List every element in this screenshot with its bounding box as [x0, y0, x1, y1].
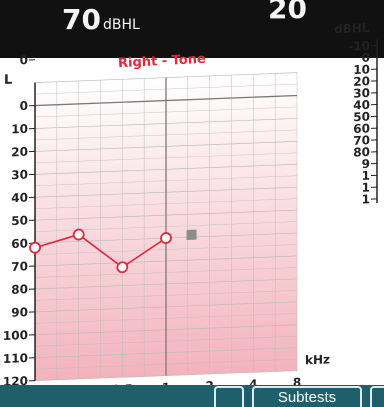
right-y-tick-label: 1 [362, 192, 370, 206]
threshold-point [72, 228, 85, 241]
threshold-point [29, 241, 41, 254]
right-y-tick-label: 9 [362, 157, 370, 171]
y-tick-label: 50 [11, 213, 28, 228]
y-tick-label: 70 [11, 259, 28, 274]
level-unit: dBHL [102, 17, 140, 33]
right-y-tick-label: 1 [362, 180, 370, 194]
y-axis-label-partial: L [4, 73, 12, 88]
threshold-line [34, 233, 167, 269]
y-tick-label: 20 [11, 145, 28, 160]
right-y-tick-label: 30 [353, 86, 370, 101]
threshold-point [160, 232, 172, 244]
y-tick-label: 30 [11, 168, 28, 183]
threshold-series [29, 228, 197, 274]
right-y-tick-label: 0 [362, 51, 370, 65]
right-y-tick-label: 70 [353, 133, 370, 148]
top-status-bar: 70 dBHL 20 [0, 0, 384, 58]
subtests-button[interactable]: Subtests [252, 386, 362, 407]
second-level-partial: 20 [268, 0, 307, 25]
level-value: 70 [62, 3, 101, 36]
right-y-tick-label: 1 [362, 169, 370, 183]
x-axis-unit: kHz [305, 352, 330, 367]
presentation-level: 70 dBHL [62, 3, 140, 42]
x-tick-label: 4 [249, 377, 257, 391]
y-tick-label: 10 [11, 122, 28, 137]
right-unit-label: dBHL [334, 21, 370, 36]
audiogram-grid [34, 72, 298, 382]
right-y-tick-label: 40 [353, 98, 370, 113]
y-tick-label: 110 [3, 351, 28, 366]
y-tick-label: 0 [20, 53, 28, 67]
softkey-right[interactable] [370, 386, 384, 407]
y-tick-label: 100 [3, 328, 28, 343]
y-tick-label: 80 [11, 282, 28, 297]
y-tick-label: 0 [20, 99, 28, 113]
threshold-point [116, 261, 129, 274]
bottom-softkey-bar [0, 385, 384, 407]
y-tick-label: 60 [11, 236, 28, 251]
right-y-tick-label: 60 [353, 121, 370, 136]
right-y-tick-label: 20 [353, 74, 370, 89]
x-tick-label: 8 [293, 375, 301, 389]
right-y-tick-label: 10 [353, 62, 370, 77]
y-tick-label: 40 [11, 191, 28, 206]
right-y-tick-label: -10 [348, 39, 370, 54]
softkey-left[interactable] [214, 386, 244, 407]
current-stimulus-marker [186, 229, 197, 241]
y-tick-label: 90 [11, 305, 28, 320]
right-y-tick-label: 50 [353, 110, 370, 125]
right-y-tick-label: 80 [353, 145, 370, 160]
